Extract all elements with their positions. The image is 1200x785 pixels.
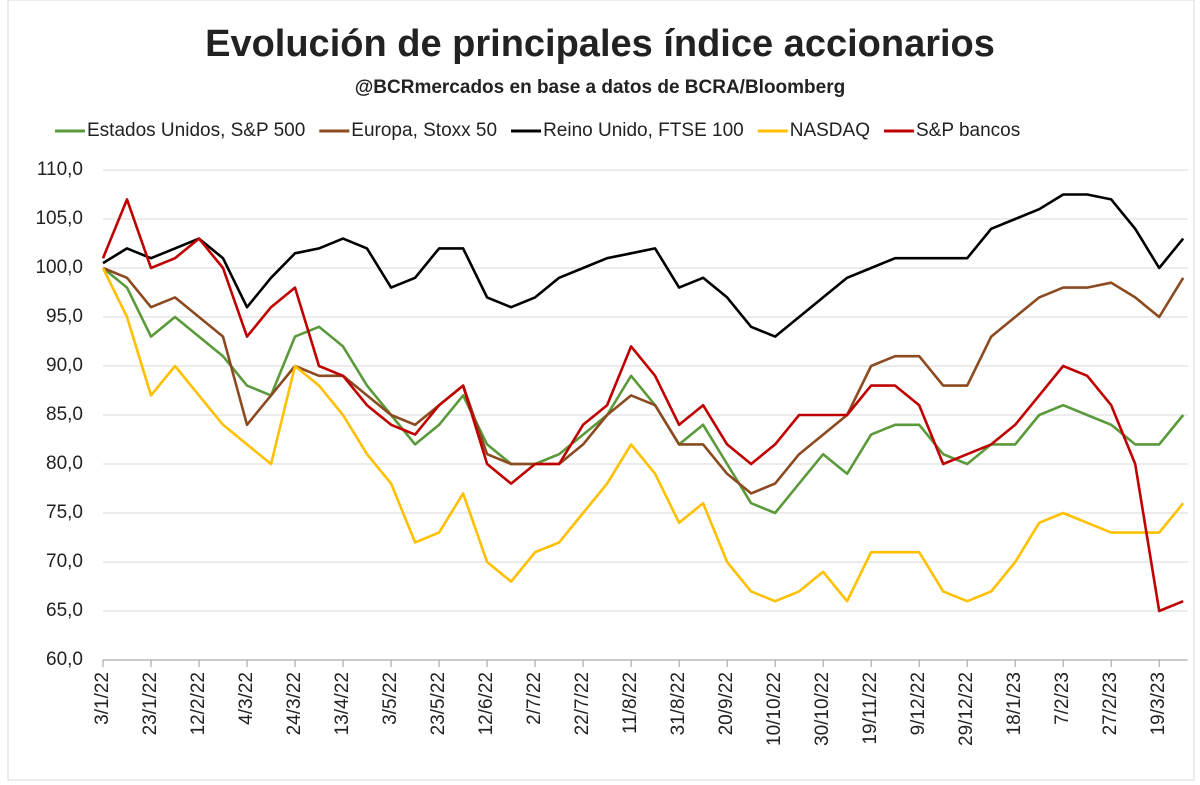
series-line [101,267,1185,603]
x-tick-label: 19/11/22 [860,672,881,745]
chart-subtitle: @BCRmercados en base a datos de BCRA/Blo… [355,77,845,98]
x-tick-label: 19/3/23 [1148,672,1169,735]
y-tick-label: 65,0 [46,600,83,621]
y-tick-label: 85,0 [46,404,83,425]
series-line [102,266,1185,495]
legend-label: S&P bancos [916,120,1020,141]
x-tick-label: 3/1/22 [92,672,113,725]
chart-title: Evolución de principales índice accionar… [205,23,995,65]
x-tick-label: 22/7/22 [572,672,593,735]
y-tick-label: 100,0 [35,257,83,278]
series-line [101,198,1184,613]
x-tick-label: 20/9/22 [716,672,737,735]
legend-label: NASDAQ [790,120,870,141]
chart-frame [7,0,1195,781]
x-tick-label: 29/12/22 [956,672,977,746]
x-tick-label: 4/3/22 [236,672,257,725]
y-tick-label: 75,0 [46,502,83,523]
x-tick-label: 11/8/22 [620,672,641,734]
legend-label: Europa, Stoxx 50 [351,120,497,141]
x-tick-label: 24/3/22 [284,672,305,735]
x-tick-label: 23/5/22 [428,672,449,735]
x-tick-label: 27/2/23 [1100,672,1121,735]
x-tick-label: 3/5/22 [380,672,401,725]
y-tick-label: 70,0 [46,551,83,572]
series-line [102,266,1185,515]
x-tick-label: 30/10/22 [812,672,833,746]
y-tick-label: 95,0 [46,306,83,327]
y-tick-label: 60,0 [46,649,83,670]
y-tick-label: 105,0 [35,208,83,229]
x-tick-label: 31/8/22 [668,672,689,735]
y-tick-label: 90,0 [46,355,83,376]
x-tick-label: 9/12/22 [908,672,929,735]
y-tick-label: 80,0 [46,453,83,474]
x-tick-label: 7/2/23 [1052,672,1073,725]
x-tick-label: 10/10/22 [764,672,785,746]
series-line [102,193,1185,338]
x-tick-label: 12/6/22 [476,672,497,735]
y-tick-label: 110,0 [37,159,83,180]
x-tick-label: 2/7/22 [524,672,545,725]
x-tick-label: 12/2/22 [188,672,209,735]
x-tick-label: 23/1/22 [140,672,161,735]
x-tick-label: 18/1/23 [1004,672,1025,735]
legend-label: Reino Unido, FTSE 100 [543,120,744,141]
x-tick-label: 13/4/22 [332,672,353,735]
legend-label: Estados Unidos, S&P 500 [87,120,305,141]
